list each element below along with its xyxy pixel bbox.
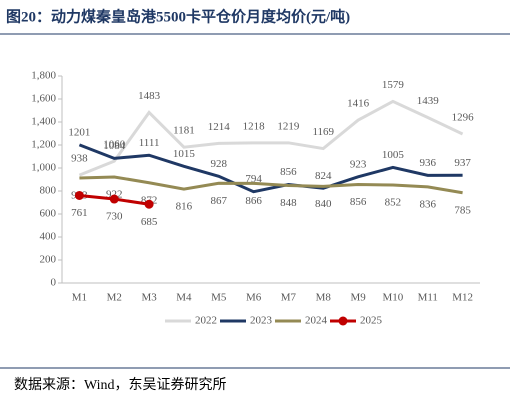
series-line: [78, 99, 464, 177]
value-label: 836: [420, 198, 437, 210]
value-label: 928: [211, 158, 228, 170]
value-label: 1439: [417, 95, 440, 107]
value-label: 938: [71, 153, 88, 165]
value-label: 856: [350, 196, 367, 208]
value-label: 923: [350, 158, 367, 170]
value-label: 848: [280, 197, 297, 209]
value-label: 1111: [139, 137, 160, 149]
source: 数据来源：Wind，东吴证券研究所: [14, 377, 227, 393]
value-label: 1201: [68, 126, 90, 138]
value-label: 1296: [452, 111, 475, 123]
y-tick-label: 1,400: [31, 116, 56, 128]
legend-label: 2022: [195, 315, 217, 327]
series-line: [78, 143, 463, 194]
value-label: 1579: [382, 79, 405, 91]
legend-label: 2023: [250, 315, 273, 327]
value-label: 1005: [382, 149, 405, 161]
point: [109, 194, 119, 204]
x-tick-label: M6: [246, 292, 262, 304]
chart-title: 图20：动力煤秦皇岛港5500卡平仓价月度均价(元/吨): [6, 7, 350, 25]
y-tick-label: 0: [51, 277, 57, 289]
value-label: 685: [141, 216, 158, 228]
series-line: [79, 175, 463, 195]
y-tick-label: 200: [40, 254, 57, 266]
point: [144, 199, 154, 209]
value-label: 1169: [312, 126, 334, 138]
y-tick-label: 1,600: [31, 93, 56, 105]
x-tick-label: M10: [383, 292, 404, 304]
value-label: 761: [71, 207, 88, 219]
y-tick-label: 1,200: [31, 139, 56, 151]
value-label: 936: [420, 157, 437, 169]
legend-marker: [338, 316, 348, 326]
value-label: 1084: [103, 140, 126, 152]
x-tick-label: M5: [211, 292, 227, 304]
x-tick-label: M11: [418, 292, 438, 304]
value-label: 730: [106, 211, 123, 223]
x-tick-label: M12: [452, 292, 473, 304]
x-tick-label: M9: [350, 292, 366, 304]
y-tick-label: 1,800: [31, 70, 56, 82]
value-label: 1181: [173, 125, 195, 137]
x-tick-label: M8: [316, 292, 332, 304]
value-label: 1214: [208, 121, 231, 133]
value-label: 1483: [138, 90, 161, 102]
value-label: 867: [211, 195, 228, 207]
y-tick-label: 600: [40, 208, 57, 220]
legend-label: 2025: [360, 315, 383, 327]
value-label: 816: [176, 201, 193, 213]
value-label: 1219: [277, 120, 300, 132]
value-label: 785: [454, 204, 471, 216]
value-label: 1218: [243, 120, 266, 132]
x-tick-label: M7: [281, 292, 297, 304]
point: [74, 190, 84, 200]
value-label: 852: [385, 197, 402, 209]
value-label: 937: [454, 157, 471, 169]
x-tick-label: M4: [176, 292, 192, 304]
value-label: 1060: [103, 139, 126, 151]
y-tick-label: 800: [40, 185, 57, 197]
y-tick-label: 1,000: [31, 162, 56, 174]
legend-label: 2024: [305, 315, 328, 327]
value-label: 824: [315, 170, 332, 182]
value-label: 1015: [173, 148, 196, 160]
value-label: 856: [280, 166, 297, 178]
x-tick-label: M1: [72, 292, 87, 304]
value-label: 866: [245, 195, 262, 207]
y-tick-label: 400: [40, 231, 57, 243]
value-label: 840: [315, 198, 332, 210]
x-tick-label: M3: [141, 292, 157, 304]
x-tick-label: M2: [107, 292, 122, 304]
value-label: 1416: [347, 98, 370, 110]
